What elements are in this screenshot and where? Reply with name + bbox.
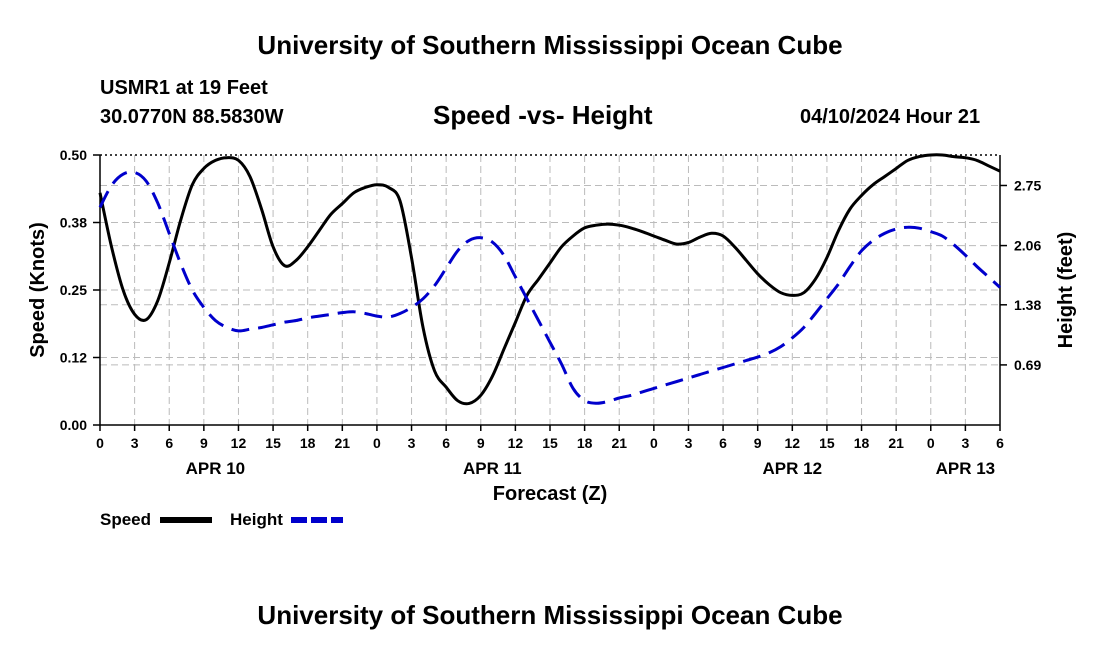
x-tick-label: 9 [477,435,485,451]
x-axis-title: Forecast (Z) [493,483,607,505]
x-tick-label: 21 [611,435,627,451]
y2-tick-label: 1.38 [1014,297,1041,313]
series-lines [98,153,1002,406]
x-tick-label: 0 [650,435,658,451]
x-day-label: APR 12 [763,459,823,478]
series-line-speed [98,153,1001,406]
datetime-label: 04/10/2024 Hour 21 [800,106,981,128]
y-tick-label: 0.38 [60,215,87,231]
x-tick-label: 3 [961,435,969,451]
x-tick-label: 18 [577,435,593,451]
x-tick-label: 18 [300,435,316,451]
x-tick-label: 15 [819,435,835,451]
location-label: 30.0770N 88.5830W [100,106,284,128]
x-tick-label: 12 [508,435,524,451]
x-tick-label: 3 [408,435,416,451]
y2-tick-label: 2.06 [1014,238,1041,254]
legend: Speed Height [100,510,343,529]
x-day-label: APR 13 [936,459,996,478]
x-tick-label: 0 [96,435,104,451]
x-tick-label: 6 [442,435,450,451]
x-tick-label: 9 [200,435,208,451]
x-tick-label: 21 [888,435,904,451]
x-tick-label: 15 [265,435,281,451]
x-tick-label: 12 [785,435,801,451]
x-tick-label: 0 [373,435,381,451]
x-day-label: APR 11 [463,459,522,478]
x-tick-label: 18 [854,435,870,451]
y2-tick-label: 0.69 [1014,357,1041,373]
x-tick-label: 6 [165,435,173,451]
y-tick-label: 0.12 [60,350,87,366]
station-label: USMR1 at 19 Feet [100,77,268,99]
x-tick-label: 0 [927,435,935,451]
x-tick-label: 21 [335,435,351,451]
y-tick-label: 0.50 [60,147,87,163]
x-day-label: APR 10 [186,459,246,478]
y-tick-label: 0.00 [60,417,87,433]
grid-lines [100,155,1000,425]
x-tick-label: 9 [754,435,762,451]
footer-title: University of Southern Mississippi Ocean… [257,600,843,630]
axis-labels: 0 3 6 9 12 15 18 21 0 3 6 9 12 15 18 21 0 3 6 9 12 15 18 21 0 3 6A… [60,147,1042,478]
x-tick-label: 3 [131,435,139,451]
y-tick-label: 0.25 [60,282,87,298]
chart-subtitle: Speed -vs- Height [433,100,653,130]
x-tick-label: 3 [685,435,693,451]
x-tick-label: 15 [542,435,558,451]
y2-tick-label: 2.75 [1014,177,1041,193]
page-title: University of Southern Mississippi Ocean… [257,30,843,60]
legend-height-label: Height [230,510,283,529]
x-tick-label: 6 [996,435,1004,451]
y2-axis-title: Height (feet) [1055,232,1077,349]
x-tick-label: 6 [719,435,727,451]
y-axis-title: Speed (Knots) [27,222,49,358]
legend-speed-label: Speed [100,510,151,529]
x-tick-label: 12 [231,435,247,451]
series-line-height [98,170,1002,405]
